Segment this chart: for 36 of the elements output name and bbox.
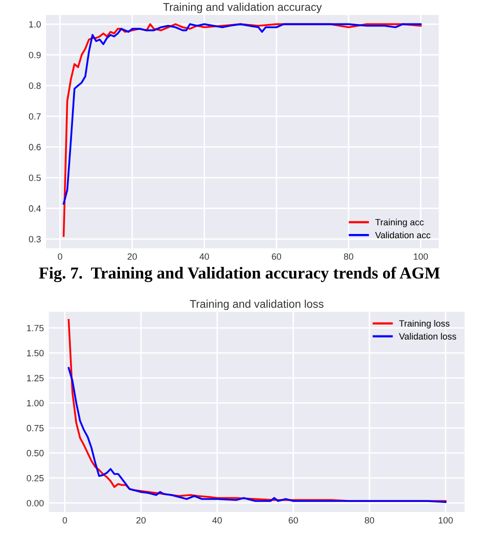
y-tick-label: 0.8: [28, 82, 41, 89]
x-tick-label: 60: [272, 253, 282, 260]
line-series: [68, 367, 446, 503]
y-tick-label: 1.00: [27, 400, 44, 406]
x-tick-label: 100: [438, 517, 453, 524]
legend-label: Training loss: [399, 320, 450, 328]
y-tick-label: 1.50: [27, 350, 44, 356]
legend-label: Validation acc: [375, 232, 430, 238]
y-tick-label: 1.25: [27, 374, 44, 382]
y-tick-label: 0.25: [26, 474, 44, 482]
x-tick-label: 40: [200, 253, 209, 260]
x-tick-label: 40: [212, 517, 222, 524]
x-tick-label: 100: [414, 253, 428, 260]
x-tick-label: 80: [364, 517, 374, 524]
y-tick-label: 0.00: [26, 500, 44, 506]
y-tick-label: 0.3: [28, 236, 41, 242]
y-tick-label: 0.9: [28, 52, 41, 58]
chart-title: Training and validation accuracy: [163, 2, 322, 14]
legend-label: Validation loss: [399, 332, 456, 340]
x-tick-label: 20: [136, 517, 146, 524]
y-tick-label: 0.4: [28, 205, 41, 212]
y-tick-label: 0.6: [28, 144, 41, 150]
x-tick-label: 60: [288, 517, 298, 524]
legend-label: Training acc: [375, 218, 424, 228]
x-tick-label: 0: [62, 517, 68, 524]
chart-title: Training and validation loss: [190, 300, 324, 310]
x-tick-label: 0: [58, 253, 62, 260]
y-tick-label: 0.7: [28, 113, 41, 120]
y-tick-label: 0.75: [26, 424, 44, 432]
y-tick-label: 0.5: [28, 174, 41, 182]
x-tick-label: 20: [128, 253, 137, 260]
x-tick-label: 80: [344, 253, 354, 260]
y-tick-label: 0.50: [26, 450, 44, 456]
caption: Fig. 7. Training and Validation accuracy trends of AGM: [39, 266, 440, 282]
y-tick-label: 1.75: [27, 324, 44, 332]
y-tick-label: 1.0: [29, 21, 41, 28]
